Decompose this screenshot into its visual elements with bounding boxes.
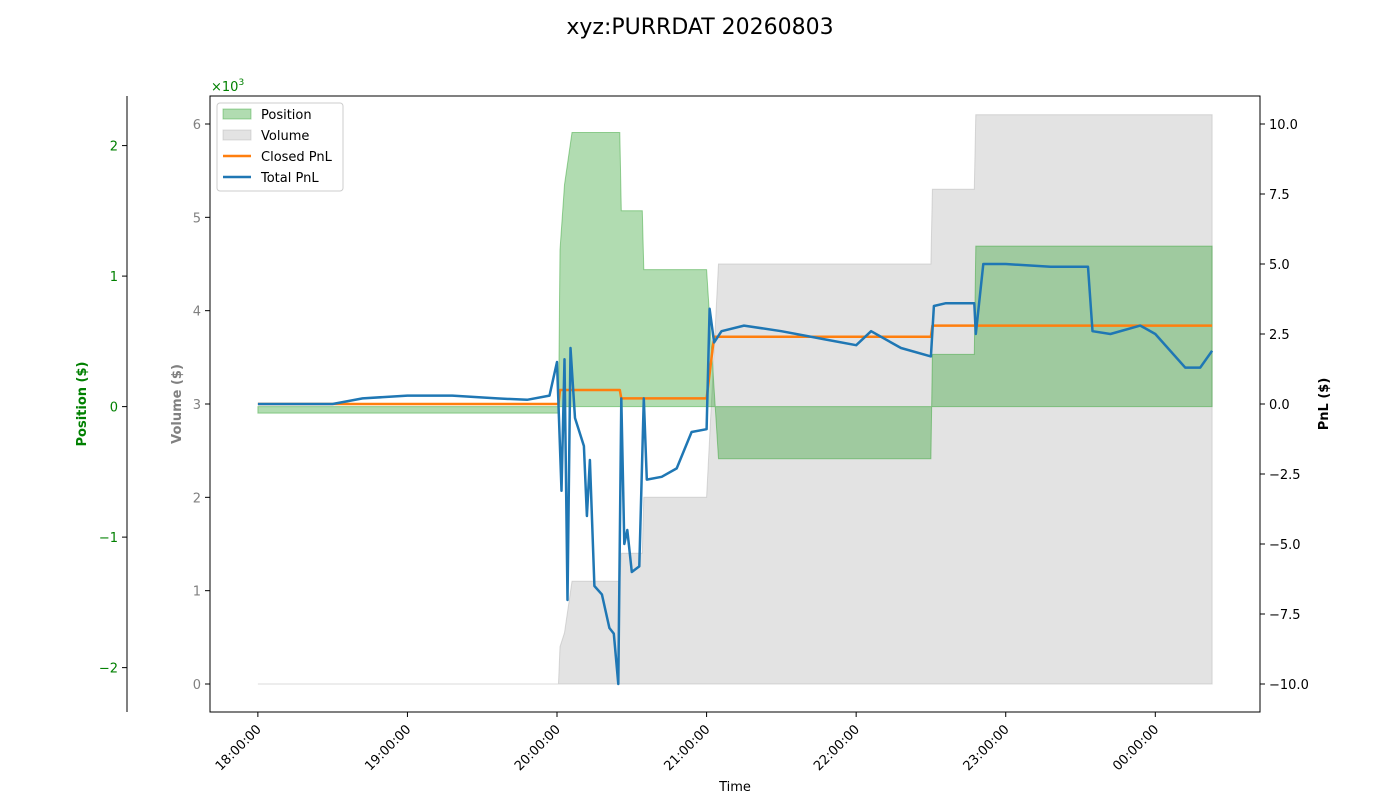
x-tick-label: 19:00:00 — [362, 722, 414, 774]
pnl-tick-label: 0.0 — [1269, 398, 1290, 413]
volume-tick-label: 1 — [193, 585, 201, 600]
pnl-tick-label: −5.0 — [1269, 538, 1301, 553]
x-axis-title: Time — [718, 780, 751, 795]
x-tick-label: 22:00:00 — [811, 722, 863, 774]
position-tick-label: 1 — [110, 270, 118, 285]
volume-area — [257, 114, 1213, 685]
pnl-tick-label: 5.0 — [1269, 258, 1290, 273]
legend: Position Volume Closed PnL Total PnL — [216, 102, 344, 192]
volume-tick-label: 0 — [193, 678, 201, 693]
pnl-tick-label: −7.5 — [1269, 608, 1301, 623]
pnl-axis: −10.0 −7.5 −5.0 −2.5 0.0 2.5 5.0 7.5 10.0 — [1260, 118, 1309, 693]
legend-box — [216, 102, 344, 192]
total-pnl-layer — [257, 262, 1214, 686]
total-pnl-line — [257, 262, 1214, 686]
position-axis: −2 −1 0 1 2 — [99, 96, 128, 712]
position-offset-base: ×10 — [211, 80, 238, 95]
pnl-axis-title: PnL ($) — [1317, 378, 1332, 431]
position-layer — [257, 132, 1213, 460]
pnl-tick-label: −10.0 — [1269, 678, 1309, 693]
pnl-tick-label: −2.5 — [1269, 468, 1301, 483]
x-tick-label: 20:00:00 — [512, 722, 564, 774]
legend-label-volume: Volume — [261, 129, 309, 144]
x-tick-label: 23:00:00 — [961, 722, 1013, 774]
pnl-tick-label: 7.5 — [1269, 188, 1290, 203]
position-offset-label: ×103 — [211, 78, 244, 95]
x-tick-label: 00:00:00 — [1110, 722, 1162, 774]
position-area — [257, 132, 1213, 460]
legend-label-total-pnl: Total PnL — [260, 171, 319, 186]
legend-label-closed-pnl: Closed PnL — [261, 150, 333, 165]
chart-title: xyz:PURRDAT 20260803 — [566, 15, 833, 40]
position-tick-label: −1 — [99, 531, 118, 546]
x-tick-label: 21:00:00 — [662, 722, 714, 774]
volume-tick-label: 2 — [193, 491, 201, 506]
position-tick-label: −2 — [99, 662, 118, 677]
x-axis: 18:00:00 19:00:00 20:00:00 21:00:00 22:00:00… — [213, 712, 1162, 774]
position-offset-exponent: 3 — [238, 78, 244, 88]
position-axis-title: Position ($) — [75, 362, 90, 447]
plot-area — [209, 95, 1261, 713]
volume-tick-label: 5 — [193, 211, 201, 226]
volume-tick-label: 4 — [193, 305, 201, 320]
x-tick-label: 18:00:00 — [213, 722, 265, 774]
volume-tick-label: 6 — [193, 118, 201, 133]
legend-swatch-position — [222, 108, 252, 120]
legend-label-position: Position — [261, 108, 312, 123]
legend-swatch-volume — [222, 129, 252, 141]
position-tick-label: 0 — [110, 401, 118, 416]
volume-layer — [257, 114, 1213, 685]
volume-tick-label: 3 — [193, 398, 201, 413]
pnl-tick-label: 2.5 — [1269, 328, 1290, 343]
volume-axis-title: Volume ($) — [170, 364, 185, 444]
pnl-tick-label: 10.0 — [1269, 118, 1298, 133]
volume-axis: 0 1 2 3 4 5 6 — [193, 118, 210, 693]
position-tick-label: 2 — [110, 140, 118, 155]
